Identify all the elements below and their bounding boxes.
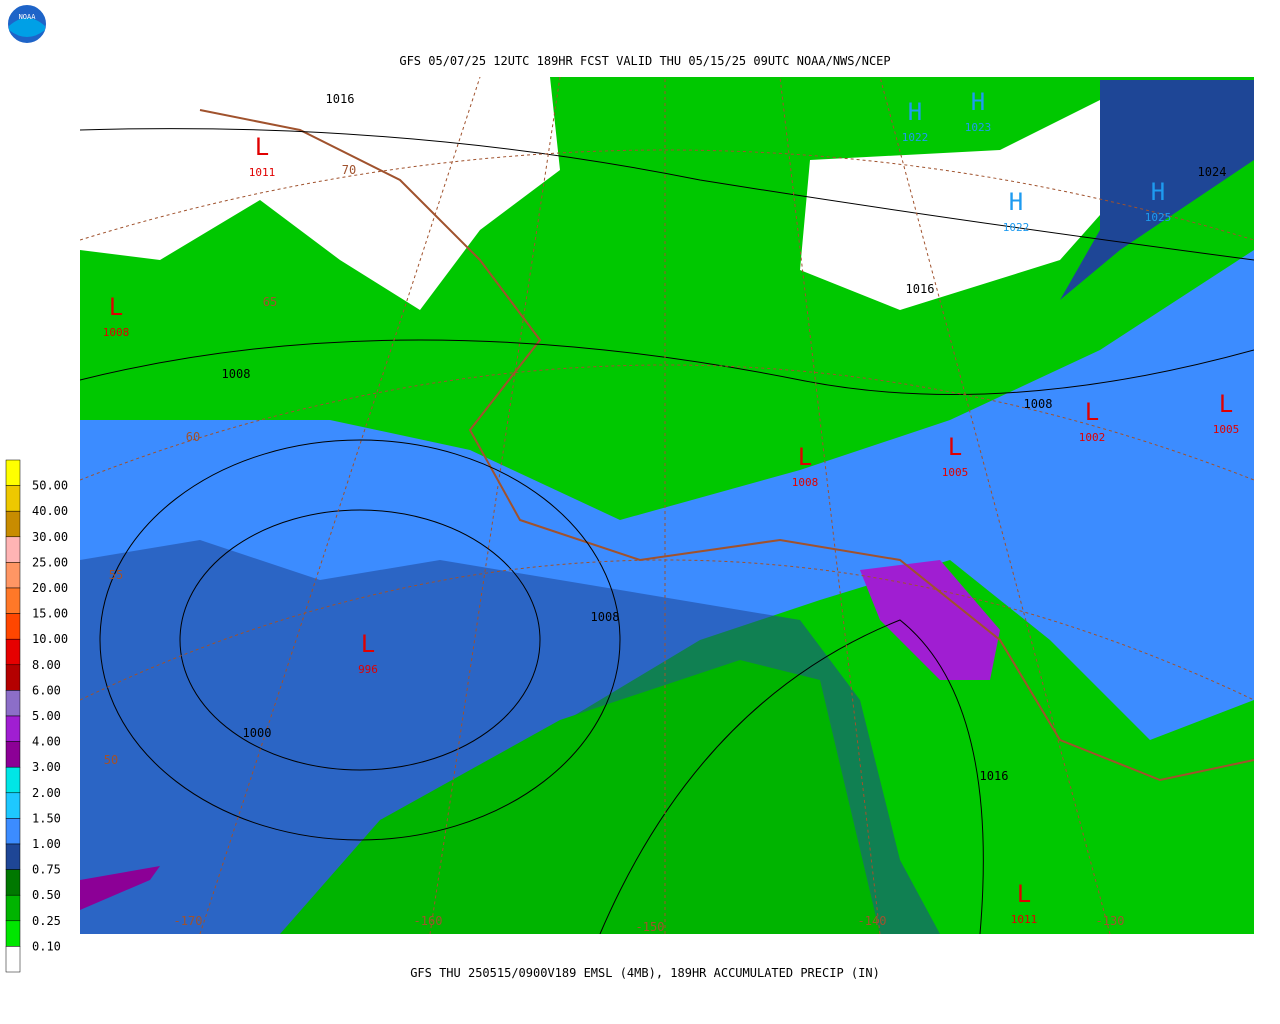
- legend-swatch: [5, 920, 21, 947]
- legend-label: 0.75: [32, 863, 61, 877]
- pressure-value: 1005: [1213, 423, 1240, 436]
- isobar-label: 1008: [1024, 397, 1053, 411]
- isobar-label: 1000: [243, 726, 272, 740]
- legend-swatch: [5, 792, 21, 819]
- precip-max: [860, 560, 1000, 680]
- graticule-label: -140: [858, 914, 887, 928]
- pressure-value: 1025: [1145, 211, 1172, 224]
- legend-swatch: [5, 562, 21, 589]
- coastline: [199, 109, 1254, 782]
- pressure-value: 1002: [1079, 431, 1106, 444]
- legend-label: 5.00: [32, 709, 61, 723]
- logo-wave: [9, 18, 45, 37]
- dry-region: [80, 77, 560, 310]
- legend-swatch: [5, 869, 21, 896]
- legend: 50.00 40.00 30.00 25.00 20.00 15.00 10.00 8.00 6…: [5, 459, 68, 973]
- dry-region: [800, 100, 1140, 310]
- legend-swatch: [5, 485, 21, 512]
- isobars: [80, 128, 1254, 934]
- legend-label: 0.10: [32, 939, 61, 953]
- legend-swatch: [5, 536, 21, 563]
- pressure-symbol: L: [109, 293, 123, 321]
- pressure-value: 1011: [1011, 913, 1038, 926]
- isobar-label: 1024: [1198, 165, 1227, 179]
- pressure-symbol: H: [1151, 178, 1165, 206]
- pressure-symbol: L: [361, 630, 375, 658]
- precip-region: [1060, 80, 1254, 300]
- caption: GFS THU 250515/0900V189 EMSL (4MB), 189H…: [410, 966, 880, 980]
- legend-label: 20.00: [32, 581, 68, 595]
- legend-label: 0.25: [32, 914, 61, 928]
- graticule-label: -150: [636, 920, 665, 934]
- graticule-label: -130: [1096, 914, 1125, 928]
- graticule-label: -170: [174, 914, 203, 928]
- pressure-value: 1022: [902, 131, 929, 144]
- legend-label: 30.00: [32, 530, 68, 544]
- legend-swatch: [5, 510, 21, 538]
- graticule-label: 55: [109, 568, 123, 582]
- legend-swatch: [5, 638, 21, 666]
- legend-swatch: [5, 818, 21, 845]
- legend-label: 10.00: [32, 632, 68, 646]
- isobar-label: 1016: [906, 282, 935, 296]
- legend-swatch: [5, 715, 21, 742]
- legend-label: 6.00: [32, 683, 61, 697]
- legend-label: 1.50: [32, 811, 61, 825]
- legend-label: 1.00: [32, 837, 61, 851]
- graticule-label: 60: [186, 430, 200, 444]
- map: L 1011 H 1022 H 1023 H 1022 H 1025 L 1008 L 1008 L 1005…: [80, 77, 1254, 934]
- graticule-label: 50: [104, 753, 118, 767]
- legend-swatch: [5, 613, 21, 640]
- logo-text: NOAA: [19, 13, 37, 21]
- pressure-symbol: L: [255, 133, 269, 161]
- legend-label: 4.00: [32, 735, 61, 749]
- legend-label: 40.00: [32, 504, 68, 518]
- legend-swatch: [5, 766, 21, 794]
- isobar-label: 1008: [591, 610, 620, 624]
- legend-swatch: [5, 843, 21, 870]
- legend-label: 8.00: [32, 658, 61, 672]
- graticule: [80, 77, 1254, 934]
- pressure-symbol: L: [1219, 390, 1233, 418]
- isobar-label: 1008: [222, 367, 251, 381]
- isobar-label: 1016: [980, 769, 1009, 783]
- legend-swatch: [5, 741, 21, 768]
- isobar-label: 1016: [326, 92, 355, 106]
- pressure-value: 1005: [942, 466, 969, 479]
- legend-swatch: [5, 946, 21, 973]
- title: GFS 05/07/25 12UTC 189HR FCST VALID THU …: [399, 54, 890, 68]
- legend-label: 0.50: [32, 888, 61, 902]
- pressure-symbol: H: [1009, 188, 1023, 216]
- legend-swatch: [5, 459, 21, 486]
- legend-label: 25.00: [32, 555, 68, 569]
- pressure-value: 1022: [1003, 221, 1030, 234]
- legend-swatch: [5, 894, 21, 922]
- legend-label: 3.00: [32, 760, 61, 774]
- pressure-value: 1011: [249, 166, 276, 179]
- pressure-value: 996: [358, 663, 378, 676]
- pressure-value: 1008: [792, 476, 819, 489]
- precip-region: [280, 660, 880, 934]
- pressure-value: 1023: [965, 121, 992, 134]
- precip-max: [80, 866, 160, 910]
- legend-swatch: [5, 664, 21, 691]
- graticule-label: 70: [342, 163, 356, 177]
- legend-label: 15.00: [32, 607, 68, 621]
- legend-swatch: [5, 690, 21, 717]
- pressure-symbol: H: [908, 98, 922, 126]
- pressure-symbol: L: [1085, 398, 1099, 426]
- pressure-symbol: L: [1017, 880, 1031, 908]
- graticule-label: 65: [263, 295, 277, 309]
- legend-swatch: [5, 587, 21, 614]
- pressure-symbol: L: [948, 433, 962, 461]
- graticule-label: -160: [414, 914, 443, 928]
- legend-label: 50.00: [32, 479, 68, 493]
- legend-label: 2.00: [32, 786, 61, 800]
- pressure-symbol: H: [971, 88, 985, 116]
- pressure-value: 1008: [103, 326, 130, 339]
- pressure-symbol: L: [798, 443, 812, 471]
